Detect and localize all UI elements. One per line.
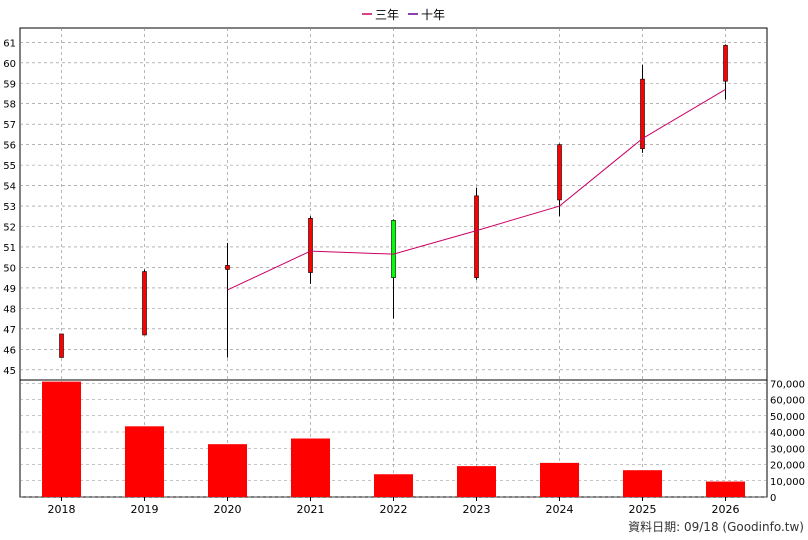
price-tick-label: 57	[3, 120, 16, 131]
volume-tick-label: 50,000	[770, 412, 805, 423]
price-tick-label: 60	[3, 59, 16, 70]
price-tick-label: 45	[3, 366, 16, 377]
price-tick-label: 48	[3, 304, 16, 315]
price-tick-label: 58	[3, 100, 16, 111]
candle-body	[475, 196, 479, 278]
candle-body	[60, 334, 64, 358]
price-tick-label: 61	[3, 38, 16, 49]
volume-tick-label: 0	[770, 493, 776, 504]
volume-bar	[623, 470, 662, 497]
legend-label-3y: 三年	[375, 8, 399, 22]
legend: 三年 十年	[362, 8, 445, 22]
candle-body	[309, 218, 313, 272]
volume-bar	[208, 444, 247, 497]
x-tick-label: 2025	[629, 503, 657, 516]
candle-body	[724, 45, 728, 81]
volume-bar	[457, 466, 496, 497]
candle-body	[143, 272, 147, 335]
x-tick-label: 2024	[546, 503, 574, 516]
volume-tick-label: 70,000	[770, 379, 805, 390]
candle-body	[558, 145, 562, 200]
x-tick-label: 2026	[712, 503, 740, 516]
candlesticks	[60, 44, 728, 357]
volume-tick-label: 40,000	[770, 428, 805, 439]
candle-body	[226, 265, 230, 269]
footer-source: 資料日期: 09/18 (Goodinfo.tw)	[628, 520, 804, 534]
price-tick-label: 52	[3, 223, 16, 234]
volume-bar	[706, 482, 745, 497]
price-tick-label: 54	[3, 182, 16, 193]
price-tick-label: 49	[3, 284, 16, 295]
price-tick-labels: 45 46 47 48 49 50 51 52 53 54 55 56 57 58 59 60 61	[3, 38, 16, 376]
x-tick-label: 2023	[463, 503, 491, 516]
price-tick-label: 59	[3, 79, 16, 90]
price-tick-label: 55	[3, 161, 16, 172]
volume-bar	[374, 474, 413, 497]
price-tick-label: 51	[3, 243, 16, 254]
price-tick-label: 46	[3, 345, 16, 356]
x-tick-label: 2021	[297, 503, 325, 516]
x-tick-label: 2018	[48, 503, 76, 516]
volume-tick-label: 30,000	[770, 444, 805, 455]
volume-bar	[42, 382, 81, 497]
volume-tick-label: 10,000	[770, 477, 805, 488]
price-tick-label: 47	[3, 325, 16, 336]
legend-label-10y: 十年	[421, 8, 445, 22]
volume-panel: 0 10,000 20,000 30,000 40,000 50,000 60,000 70,…	[20, 379, 805, 516]
x-tick-label: 2020	[214, 503, 242, 516]
price-tick-label: 50	[3, 263, 16, 274]
price-grid	[20, 28, 767, 380]
volume-tick-label: 20,000	[770, 461, 805, 472]
x-tick-label: 2022	[380, 503, 408, 516]
volume-bar	[540, 463, 579, 497]
price-panel: 45 46 47 48 49 50 51 52 53 54 55 56 57 58 59 60 61	[3, 28, 767, 380]
candle-body	[392, 220, 396, 277]
volume-tick-label: 60,000	[770, 396, 805, 407]
price-tick-label: 53	[3, 202, 16, 213]
x-tick-labels: 2018 2019 2020 2021 2022 2023 2024 2025 2026	[48, 497, 740, 516]
volume-bar	[125, 426, 164, 497]
price-tick-label: 56	[3, 141, 16, 152]
x-tick-label: 2019	[131, 503, 159, 516]
volume-bar	[291, 439, 330, 498]
volume-tick-labels: 0 10,000 20,000 30,000 40,000 50,000 60,000 70,…	[770, 379, 805, 504]
